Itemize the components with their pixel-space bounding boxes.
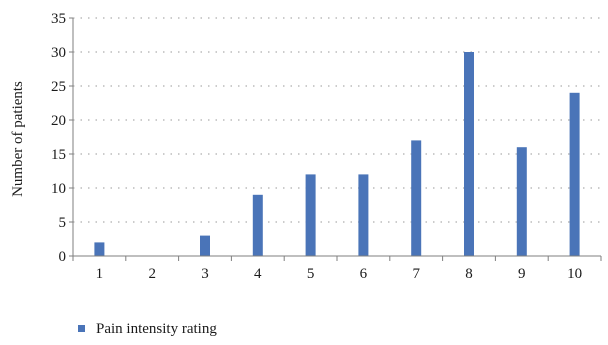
y-tick-label-30: 30 bbox=[51, 45, 66, 61]
x-tick-label-9: 9 bbox=[518, 266, 526, 282]
x-tick-label-2: 2 bbox=[148, 266, 156, 282]
y-tick-label-25: 25 bbox=[51, 79, 66, 95]
gridlines bbox=[73, 17, 601, 223]
bar-1 bbox=[94, 242, 105, 256]
y-tick-label-0: 0 bbox=[59, 249, 67, 265]
bars bbox=[94, 52, 580, 256]
y-tick-labels: 0 5 10 15 20 25 30 35 bbox=[51, 11, 66, 265]
x-tick-label-7: 7 bbox=[412, 266, 420, 282]
y-tick-label-15: 15 bbox=[51, 147, 66, 163]
y-axis-label: Number of patients bbox=[10, 81, 26, 197]
y-tick-label-35: 35 bbox=[51, 11, 66, 27]
bar-7 bbox=[411, 140, 422, 256]
x-tick-label-6: 6 bbox=[360, 266, 368, 282]
legend: Pain intensity rating bbox=[78, 321, 217, 337]
x-tick-label-5: 5 bbox=[307, 266, 315, 282]
bar-4 bbox=[252, 194, 263, 256]
axes bbox=[69, 17, 602, 261]
y-tick-label-10: 10 bbox=[51, 181, 66, 197]
x-tick-label-1: 1 bbox=[96, 266, 104, 282]
legend-swatch bbox=[78, 325, 85, 332]
bar-6 bbox=[358, 174, 369, 256]
bar-8 bbox=[464, 52, 474, 256]
x-tick-label-4: 4 bbox=[254, 266, 262, 282]
bar-9 bbox=[516, 147, 527, 256]
y-tick-label-20: 20 bbox=[51, 113, 66, 129]
bar-3 bbox=[200, 235, 210, 256]
legend-label: Pain intensity rating bbox=[96, 321, 217, 337]
x-tick-label-10: 10 bbox=[567, 266, 582, 282]
x-tick-labels: 1 2 3 4 5 6 7 8 9 10 bbox=[96, 266, 582, 282]
bar-10 bbox=[569, 92, 580, 256]
x-tick-label-3: 3 bbox=[201, 266, 209, 282]
x-tick-label-8: 8 bbox=[465, 266, 473, 282]
bar-5 bbox=[305, 174, 316, 256]
y-tick-label-5: 5 bbox=[59, 215, 67, 231]
